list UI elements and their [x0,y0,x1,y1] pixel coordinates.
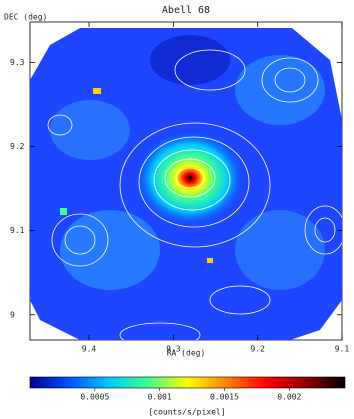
colorbar-tick-label: 0.001 [148,393,172,402]
y-tick-label: 9.3 [10,58,25,67]
y-tick-label: 9.2 [10,142,25,151]
y-tick-label: 9 [10,310,15,319]
y-tick-label: 9.1 [10,226,25,235]
colorbar-tick-label: 0.0015 [210,393,239,402]
colorbar-tick-label: 0.002 [277,393,301,402]
colorbar [29,376,346,389]
x-axis-label: RA (deg) [167,349,206,358]
colorbar-tick-label: 0.0005 [80,393,109,402]
x-tick-label: 9.1 [335,345,350,354]
chart-title: Abell 68 [162,5,210,16]
x-tick-label: 9.2 [250,345,265,354]
x-tick-label: 9.3 [166,345,181,354]
y-axis-label: DEC (deg) [4,13,47,22]
contours [47,49,342,340]
xray-image [30,28,342,340]
x-tick-label: 9.4 [82,345,97,354]
colorbar-label: [counts/s/pixel] [148,408,225,417]
